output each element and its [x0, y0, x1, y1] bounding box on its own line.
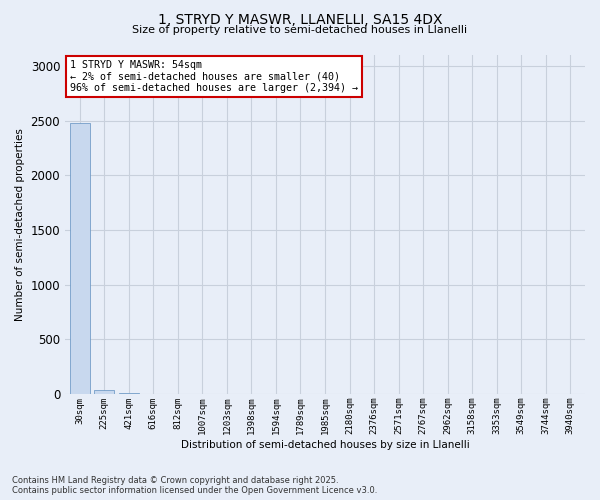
- Bar: [70, 123, 89, 394]
- Text: 1, STRYD Y MASWR, LLANELLI, SA15 4DX: 1, STRYD Y MASWR, LLANELLI, SA15 4DX: [158, 12, 442, 26]
- Y-axis label: Number of semi-detached properties: Number of semi-detached properties: [15, 128, 25, 321]
- Text: 1 STRYD Y MASWR: 54sqm
← 2% of semi-detached houses are smaller (40)
96% of semi: 1 STRYD Y MASWR: 54sqm ← 2% of semi-deta…: [70, 60, 358, 94]
- Text: Contains HM Land Registry data © Crown copyright and database right 2025.
Contai: Contains HM Land Registry data © Crown c…: [12, 476, 377, 495]
- Text: Size of property relative to semi-detached houses in Llanelli: Size of property relative to semi-detach…: [133, 25, 467, 35]
- X-axis label: Distribution of semi-detached houses by size in Llanelli: Distribution of semi-detached houses by …: [181, 440, 469, 450]
- Bar: [94, 390, 114, 394]
